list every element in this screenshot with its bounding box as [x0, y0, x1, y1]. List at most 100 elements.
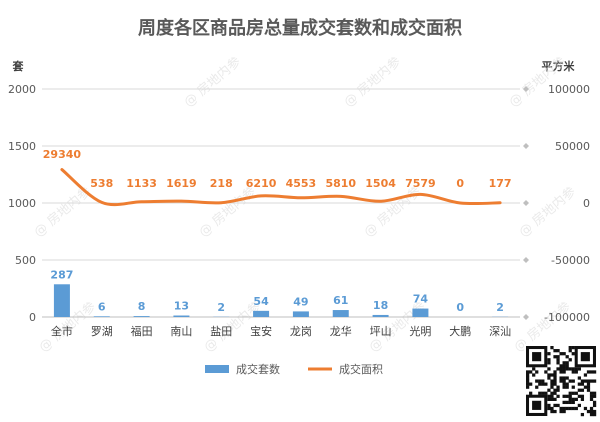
- bar-罗湖: [93, 316, 110, 317]
- category-label: 盐田: [210, 325, 232, 338]
- qr-module: [565, 367, 569, 371]
- qr-module: [592, 391, 597, 395]
- bar-value-label: 61: [333, 294, 348, 307]
- right-axis-unit: 平方米: [542, 59, 576, 73]
- qr-module: [544, 370, 548, 374]
- qr-module: [562, 385, 566, 389]
- bar-value-label: 0: [456, 301, 464, 314]
- right-tick-label: -50000: [551, 254, 590, 267]
- qr-module: [592, 409, 597, 414]
- qr-module: [553, 373, 557, 377]
- bar-value-label: 74: [413, 293, 429, 306]
- qr-module: [562, 361, 566, 365]
- qr-module: [550, 385, 554, 389]
- qr-module: [556, 367, 560, 371]
- qr-module: [568, 367, 572, 371]
- watermark-text: @ 房地内参: [506, 54, 569, 111]
- line-value-label: 0: [456, 177, 464, 190]
- bar-坪山: [372, 314, 389, 317]
- qr-module: [571, 370, 575, 374]
- qr-module: [577, 382, 581, 386]
- bar-series: [53, 284, 509, 317]
- qr-module: [550, 409, 554, 414]
- line-value-label: 538: [90, 177, 113, 190]
- bar-value-label: 6: [98, 300, 106, 313]
- qr-module: [562, 379, 566, 383]
- qr-module: [538, 391, 542, 395]
- qr-module: [553, 376, 557, 380]
- qr-module: [589, 379, 594, 383]
- category-label: 大鹏: [449, 324, 471, 338]
- qr-module: [577, 388, 581, 392]
- qr-module: [586, 370, 591, 374]
- qr-module: [526, 379, 530, 383]
- qr-module: [568, 358, 572, 362]
- qr-module: [589, 391, 594, 395]
- qr-module: [526, 382, 530, 386]
- left-tick-label: 0: [29, 311, 36, 324]
- qr-module: [571, 379, 575, 383]
- qr-module: [529, 370, 533, 374]
- line-value-label: 6210: [246, 177, 277, 190]
- bar-全市: [53, 284, 70, 317]
- qr-module: [562, 367, 566, 371]
- bar-value-label: 2: [496, 301, 504, 314]
- qr-module: [553, 388, 557, 392]
- qr-module: [574, 370, 578, 374]
- left-tick-label: 1500: [8, 140, 36, 153]
- category-labels: 全市 罗湖 福田 南山 盐田 宝安 龙岗 龙华 坪山 光明 大鹏 深汕: [51, 324, 511, 338]
- qr-module: [565, 376, 569, 380]
- qr-module: [580, 382, 585, 386]
- qr-module: [568, 394, 572, 398]
- qr-module: [559, 370, 563, 374]
- qr-code: [524, 344, 598, 418]
- right-tick-marker: [523, 257, 529, 263]
- qr-module: [544, 391, 548, 395]
- qr-module: [592, 412, 597, 417]
- qr-module: [577, 403, 581, 408]
- qr-module: [589, 406, 594, 411]
- data-labels: 287 6 8 13 2 54 49 61 18 74 0 2 29340 538 1133 1619 218 6…: [43, 148, 512, 314]
- qr-module: [568, 400, 572, 405]
- qr-module: [547, 352, 551, 356]
- qr-module: [556, 358, 560, 362]
- qr-module: [556, 361, 560, 365]
- right-tick-label: 0: [583, 197, 590, 210]
- qr-module: [556, 355, 560, 359]
- qr-module: [535, 379, 539, 383]
- qr-module: [550, 346, 554, 350]
- bar-value-label: 49: [293, 295, 308, 308]
- category-label: 全市: [51, 324, 73, 338]
- qr-module: [559, 352, 563, 356]
- qr-module: [571, 385, 575, 389]
- qr-module: [553, 355, 557, 359]
- category-label: 光明: [409, 324, 431, 338]
- qr-module: [556, 394, 560, 398]
- left-tick-label: 2000: [8, 83, 36, 96]
- qr-module: [553, 379, 557, 383]
- qr-module: [526, 373, 530, 377]
- qr-module: [547, 406, 551, 411]
- left-axis-unit: 套: [13, 59, 25, 73]
- qr-module: [580, 394, 585, 398]
- qr-module: [562, 364, 566, 368]
- qr-module: [556, 385, 560, 389]
- bar-value-label: 54: [253, 295, 269, 308]
- qr-module: [562, 352, 566, 356]
- qr-module: [553, 349, 557, 353]
- right-tick-label: 100000: [548, 83, 590, 96]
- qr-module: [556, 403, 560, 408]
- qr-module: [550, 394, 554, 398]
- qr-module: [547, 367, 551, 371]
- qr-module: [565, 385, 569, 389]
- qr-module: [571, 391, 575, 395]
- qr-module: [532, 367, 536, 371]
- qr-module: [586, 385, 591, 389]
- watermark-text: @ 房地内参: [196, 184, 259, 241]
- qr-module: [562, 406, 566, 411]
- qr-module: [571, 406, 575, 411]
- qr-module: [589, 370, 594, 374]
- gridlines: [42, 88, 520, 318]
- line-path: [60, 168, 502, 207]
